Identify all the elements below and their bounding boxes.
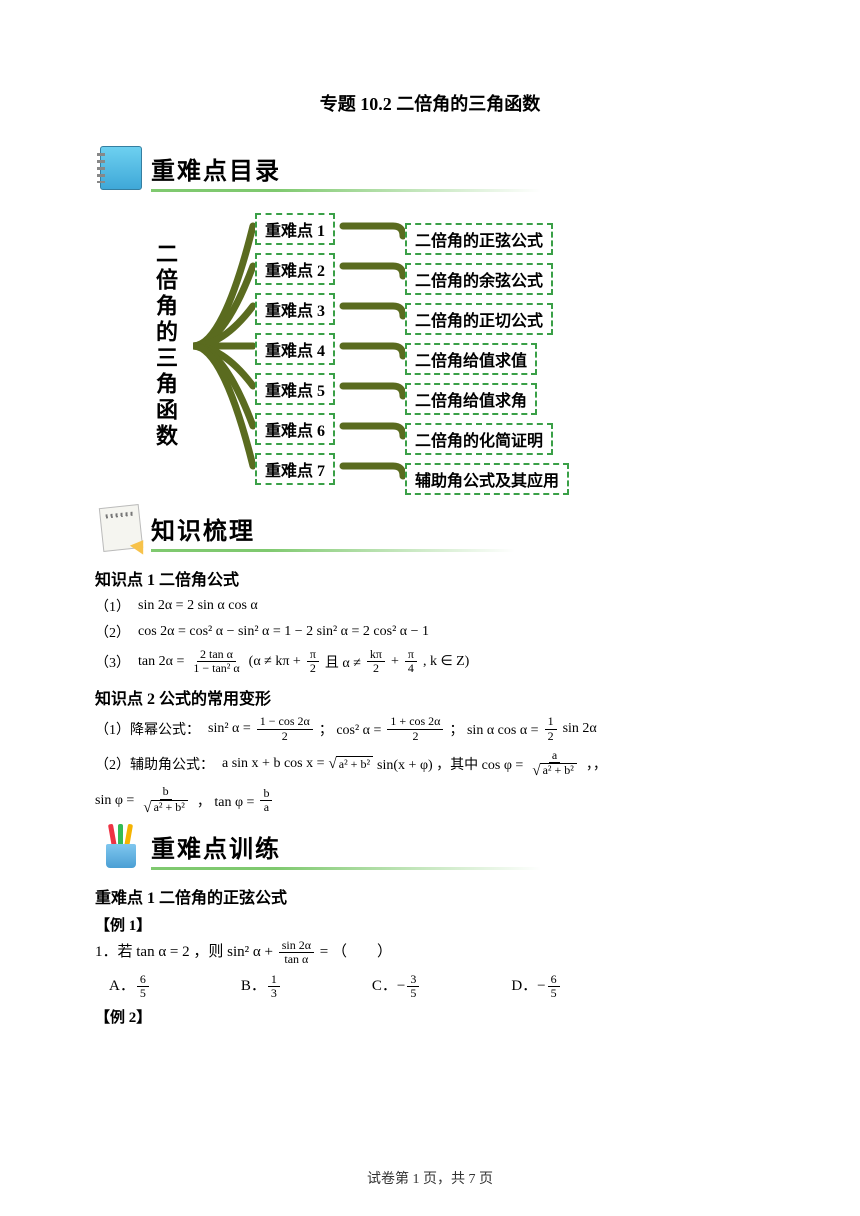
mm-label: 二倍角给值求角 (405, 383, 537, 415)
mm-tag: 重难点 3 (255, 293, 335, 325)
page-title: 专题 10.2 二倍角的三角函数 (95, 90, 765, 116)
kp1-heading: 知识点 1 二倍角公式 (95, 566, 765, 590)
choice-a: A．65 (109, 973, 151, 1000)
banner-toc-text: 重难点目录 (151, 149, 281, 188)
mindmap-branches: 重难点 1 重难点 2 重难点 3 重难点 4 重难点 5 重难点 6 重难点 … (193, 206, 593, 486)
mm-label: 辅助角公式及其应用 (405, 463, 569, 495)
kp2-formula-2: （2）辅助角公式： a sin x + b cos x = a² + b² si… (95, 749, 765, 780)
banner-knowledge-text: 知识梳理 (151, 509, 255, 548)
mm-label: 二倍角给值求值 (405, 343, 537, 375)
pencils-icon (95, 822, 147, 870)
banner-training: 重难点训练 (95, 822, 765, 870)
kp2-formula-3: sin φ = ba² + b² ， tan φ = ba (95, 785, 765, 816)
mm-tag: 重难点 2 (255, 253, 335, 285)
kp2-heading: 知识点 2 公式的常用变形 (95, 685, 765, 709)
choice-b: B．13 (241, 973, 282, 1000)
kp1-formula-2: （2） cos 2α = cos² α − sin² α = 1 − 2 sin… (95, 622, 765, 642)
notepad-icon (95, 504, 147, 552)
banner-training-text: 重难点训练 (151, 827, 281, 866)
kp1-formula-3: （3） tan 2α = 2 tan α1 − tan² α (α ≠ kπ +… (95, 648, 765, 675)
notebook-icon (95, 144, 147, 192)
mm-label: 二倍角的余弦公式 (405, 263, 553, 295)
question-1: 1．若 tan α = 2 ，则 sin² α + sin 2αtan α = … (95, 939, 765, 966)
question-1-choices: A．65 B．13 C．−35 D．−65 (109, 973, 765, 1000)
banner-knowledge: 知识梳理 (95, 504, 765, 552)
mindmap: 二倍角的三角函数 重难点 1 重难点 2 (145, 206, 765, 486)
mm-tag: 重难点 5 (255, 373, 335, 405)
hardpoint-1: 重难点 1 二倍角的正弦公式 (95, 884, 765, 908)
mm-tag: 重难点 6 (255, 413, 335, 445)
choice-c: C．−35 (372, 973, 421, 1000)
mm-label: 二倍角的化简证明 (405, 423, 553, 455)
mm-tag: 重难点 4 (255, 333, 335, 365)
page-footer: 试卷第 1 页，共 7 页 (0, 1168, 860, 1188)
kp1-formula-1: （1） sin 2α = 2 sin α cos α (95, 596, 765, 616)
mindmap-root: 二倍角的三角函数 (145, 232, 185, 460)
mm-label: 二倍角的正弦公式 (405, 223, 553, 255)
mm-tag: 重难点 7 (255, 453, 335, 485)
banner-toc: 重难点目录 (95, 144, 765, 192)
choice-d: D．−65 (511, 973, 561, 1000)
mm-tag: 重难点 1 (255, 213, 335, 245)
kp2-formula-1: （1）降幂公式： sin² α = 1 − cos 2α2 ； cos² α =… (95, 715, 765, 742)
example-1-label: 【例 1】 (95, 914, 765, 935)
mm-label: 二倍角的正切公式 (405, 303, 553, 335)
example-2-label: 【例 2】 (95, 1006, 765, 1027)
